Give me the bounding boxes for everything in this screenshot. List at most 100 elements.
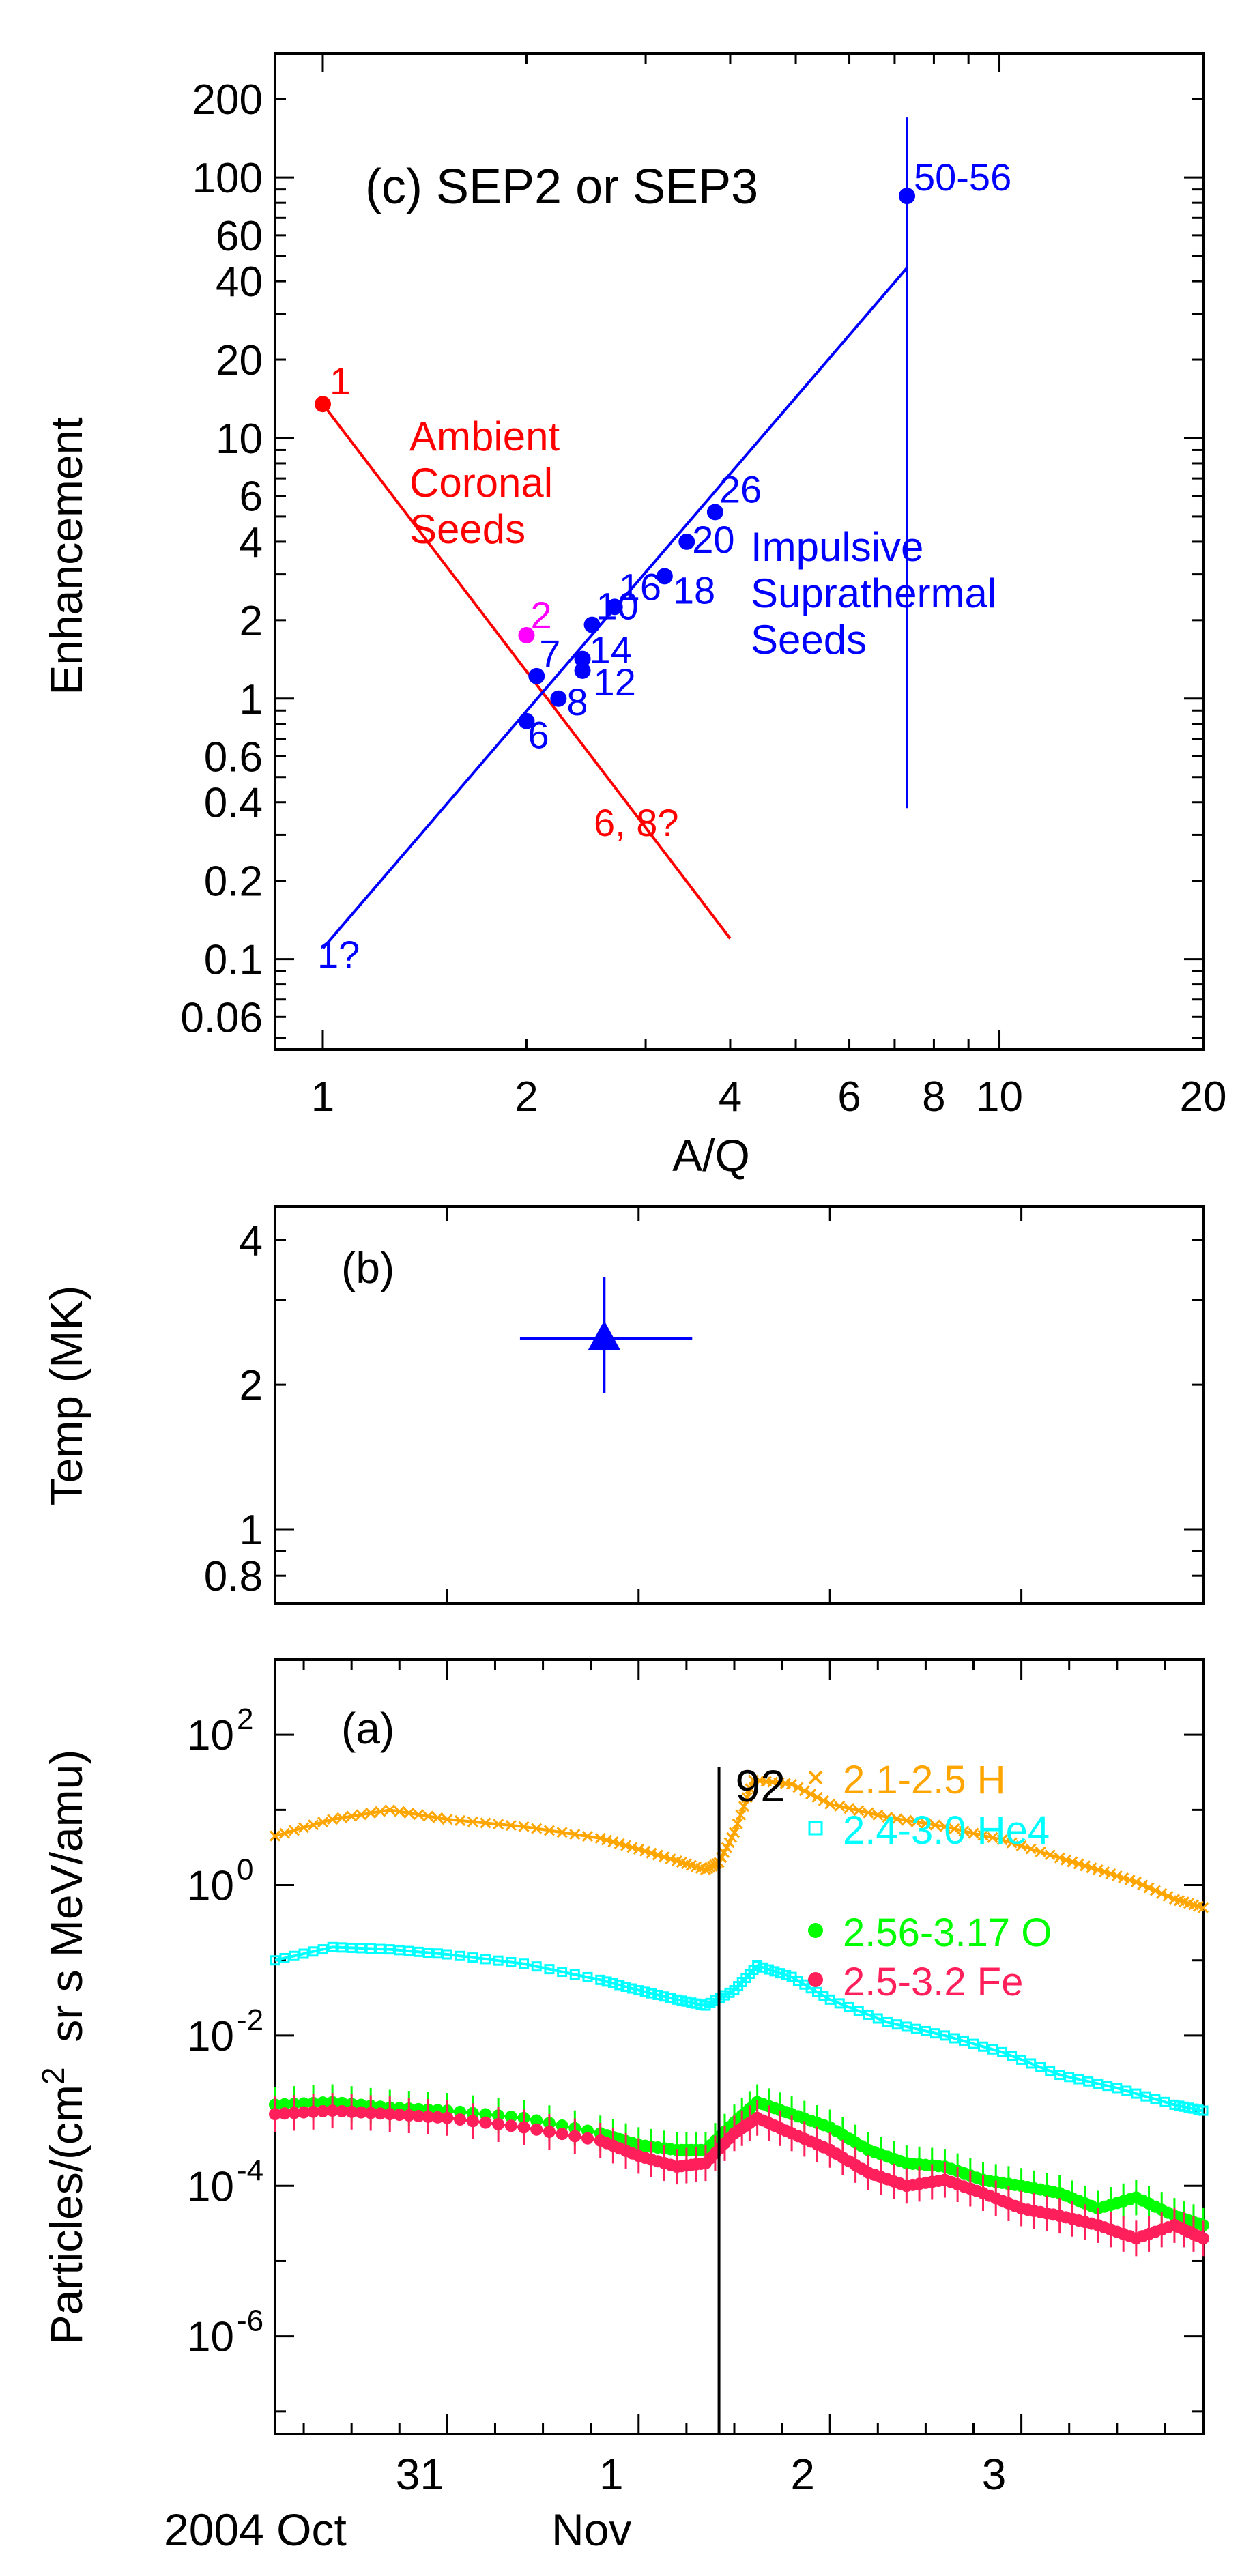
- panel-c-title: (c) SEP2 or SEP3: [365, 160, 758, 214]
- panel-a-series-marker: [569, 1969, 580, 1980]
- panel-a-series-marker: [659, 1851, 670, 1863]
- panel-a-series-marker: [786, 1778, 798, 1790]
- panel-a-series-marker: [327, 1814, 338, 1825]
- panel-a-series-marker: [987, 1832, 998, 1844]
- panel-a-y-tick-label: 10: [187, 1712, 234, 1759]
- panel-a-series-marker: [1035, 2061, 1046, 2072]
- panel-a-series-marker: [968, 2038, 979, 2049]
- panel-a-series-marker: [1150, 2094, 1161, 2104]
- panel-a-series-marker: [824, 1994, 835, 2005]
- panel-a-legend-marker: [808, 1821, 823, 1836]
- panel-a-series-marker: [620, 1840, 632, 1851]
- panel-a-series-marker: [492, 2117, 505, 2130]
- panel-a-series-marker: [620, 1981, 631, 1992]
- panel-a-series-marker: [901, 1814, 912, 1826]
- panel-c-x-tick-label: 8: [922, 1073, 945, 1120]
- panel-c-y-tick-label: 0.2: [204, 858, 263, 906]
- panel-a-series-marker: [346, 1942, 357, 1953]
- panel-a-series-marker: [317, 2104, 330, 2117]
- panel-a-series-marker: [1159, 2096, 1170, 2107]
- panel-a-series-marker: [422, 1810, 434, 1822]
- panel-a-series-marker: [1156, 1887, 1168, 1899]
- panel-a-series-marker: [1064, 2072, 1075, 2083]
- panel-a-series-marker: [568, 2130, 581, 2143]
- panel-c-y-tick-label: 0.4: [204, 780, 263, 827]
- panel-c-y-tick-label: 40: [216, 259, 263, 306]
- panel-a-series-marker: [1140, 2091, 1151, 2102]
- panel-b-label: (b): [341, 1243, 394, 1292]
- panel-a-series-marker: [659, 1991, 669, 2002]
- panel-c-point-label: 20: [692, 518, 734, 561]
- panel-a-y-tick-exponent: -4: [237, 2154, 263, 2187]
- panel-a-series-marker: [1060, 1854, 1072, 1866]
- panel-c-x-tick-label: 1: [311, 1073, 334, 1120]
- panel-c-point: [574, 650, 591, 667]
- panel-a-series-marker: [607, 1836, 619, 1848]
- panel-a-series-marker: [639, 1845, 651, 1857]
- panel-a-y-tick-label: 10: [187, 1863, 234, 1910]
- panel-c-frame: [274, 52, 1205, 1051]
- panel-a-series-marker: [543, 1825, 555, 1836]
- panel-a-series-marker: [455, 1814, 466, 1826]
- panel-c-y-tick-label: 100: [192, 155, 263, 202]
- panel-a-frame: [274, 1658, 1205, 2435]
- panel-a-series-marker: [289, 1950, 300, 1961]
- panel-c-point-label: 1: [330, 360, 351, 403]
- panel-a-x-tick-label: 2: [790, 2450, 815, 2499]
- panel-c-point: [314, 396, 331, 413]
- panel-a-series-marker: [403, 1945, 414, 1956]
- panel-a-series-marker: [365, 1943, 376, 1954]
- panel-a-series-marker: [607, 1978, 618, 1988]
- panel-a-series-marker: [1112, 2083, 1123, 2094]
- panel-a-series-marker: [775, 1968, 785, 1979]
- panel-a-series-marker: [394, 1806, 405, 1817]
- panel-c-point-label: 14: [590, 628, 632, 671]
- panel-a-series-marker: [504, 2119, 517, 2132]
- panel-a-series-marker: [1080, 1860, 1091, 1872]
- panel-a-series-marker: [298, 2097, 311, 2110]
- panel-a-series-marker: [557, 1967, 568, 1978]
- panel-c-point-label: 50-56: [914, 156, 1011, 199]
- panel-a-series-marker: [413, 1946, 424, 1957]
- panel-a-series-marker: [556, 1827, 568, 1838]
- panel-a-series-marker: [355, 2106, 368, 2119]
- panel-a-series-marker: [665, 1993, 676, 2003]
- panel-a-series-marker: [298, 1948, 309, 1959]
- panel-a-y-tick-label: 10: [187, 2013, 234, 2060]
- panel-a-y-tick-exponent: -6: [237, 2304, 263, 2338]
- panel-a-series-marker: [412, 2109, 425, 2122]
- panel-a-series-marker: [901, 2021, 912, 2032]
- panel-a-series-marker: [920, 1818, 932, 1829]
- panel-a-series-marker: [1045, 2066, 1056, 2076]
- date-label-oct: 2004 Oct: [164, 2504, 347, 2555]
- panel-a-series-marker: [872, 2013, 883, 2024]
- panel-a-y-axis-title-post: sr s MeV/amu): [41, 1750, 91, 2068]
- panel-a-series-marker: [582, 1971, 593, 1982]
- panel-a-series-marker: [939, 1821, 951, 1832]
- panel-b-temperature-point: [588, 1320, 621, 1350]
- panel-a-series-marker: [327, 1941, 338, 1952]
- panel-a-series-marker: [853, 2006, 864, 2016]
- panel-a-series-marker: [763, 1964, 774, 1975]
- panel-a-series-marker: [278, 2098, 291, 2111]
- panel-a-y-axis-title-sup: 2: [35, 2067, 71, 2085]
- panel-a-series-marker: [601, 1834, 613, 1846]
- panel-a-series-marker: [853, 1805, 865, 1817]
- panel-a-series-marker: [467, 1816, 478, 1827]
- panel-a-series-marker: [728, 1827, 740, 1838]
- panel-b-frame: [274, 1205, 1205, 1605]
- panel-a-series-marker: [531, 1961, 542, 1972]
- panel-a-series-marker: [601, 1976, 612, 1987]
- panel-a-series-marker: [518, 1821, 530, 1832]
- panel-a-series-marker: [997, 2046, 1008, 2057]
- ambient-label-line3: Seeds: [409, 506, 525, 552]
- panel-a-legend-label: 2.5-3.2 Fe: [843, 1960, 1023, 2004]
- panel-a-series-marker: [1137, 1879, 1149, 1891]
- panel-a-series-marker: [432, 1948, 443, 1959]
- panel-a-legend-marker: [808, 1923, 823, 1938]
- panel-a-series-marker: [581, 1830, 594, 1842]
- panel-a-series-marker: [1093, 2078, 1104, 2089]
- panel-c-x-tick-label: 20: [1180, 1073, 1227, 1120]
- panel-a-series-marker: [646, 1847, 657, 1859]
